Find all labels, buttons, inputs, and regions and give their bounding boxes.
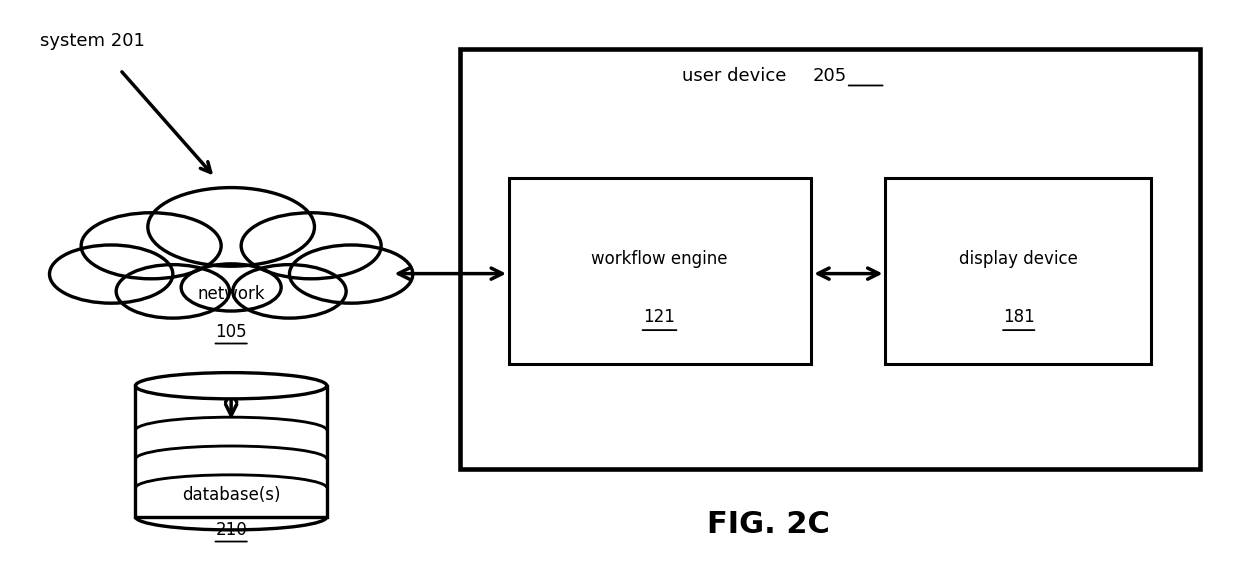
FancyBboxPatch shape (885, 178, 1151, 364)
Text: display device: display device (960, 250, 1078, 268)
Circle shape (52, 246, 170, 302)
Text: 205: 205 (812, 66, 847, 85)
Circle shape (293, 246, 409, 302)
Circle shape (184, 265, 279, 310)
Ellipse shape (135, 373, 327, 399)
Text: system 201: system 201 (40, 32, 145, 50)
Circle shape (236, 266, 343, 317)
Circle shape (119, 266, 227, 317)
Text: workflow engine: workflow engine (591, 250, 728, 268)
Text: 181: 181 (1003, 308, 1034, 326)
Text: database(s): database(s) (182, 486, 280, 504)
Text: user device: user device (682, 66, 792, 85)
Circle shape (153, 189, 310, 264)
Text: FIG. 2C: FIG. 2C (707, 510, 830, 539)
Text: network: network (197, 285, 265, 303)
FancyBboxPatch shape (135, 386, 327, 517)
Circle shape (244, 215, 378, 277)
Text: 105: 105 (216, 323, 247, 341)
FancyBboxPatch shape (508, 178, 811, 364)
FancyBboxPatch shape (460, 49, 1200, 469)
Circle shape (84, 215, 218, 277)
Text: 210: 210 (216, 521, 247, 539)
Text: 121: 121 (644, 308, 676, 326)
